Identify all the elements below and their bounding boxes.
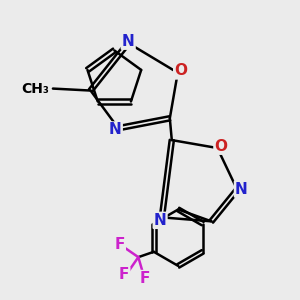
Text: CH₃: CH₃ — [22, 82, 49, 96]
Text: O: O — [174, 63, 187, 78]
Text: N: N — [154, 213, 166, 228]
Text: F: F — [140, 271, 150, 286]
Text: F: F — [119, 268, 129, 283]
Text: F: F — [114, 237, 125, 252]
Text: N: N — [109, 122, 122, 137]
Text: N: N — [122, 34, 135, 49]
Text: O: O — [214, 139, 227, 154]
Text: N: N — [235, 182, 248, 196]
